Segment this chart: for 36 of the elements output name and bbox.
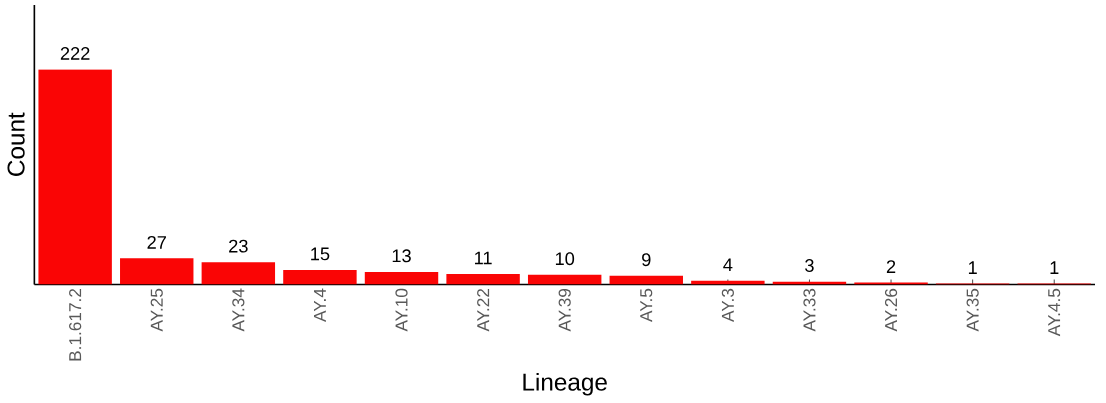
data-label: 2: [886, 260, 896, 273]
bar: [120, 258, 194, 285]
bar: [609, 275, 683, 285]
x-tick-label: AY.5: [640, 288, 653, 322]
data-label: 23: [229, 239, 248, 253]
bar: [201, 262, 276, 285]
bar: [446, 273, 520, 285]
bar: [38, 69, 112, 285]
x-tick-label: AY.4.5: [1048, 288, 1061, 337]
data-label: 13: [392, 249, 411, 263]
x-tick-label: AY.34: [232, 288, 245, 332]
x-axis-title: Lineage: [523, 372, 607, 396]
data-label: 1: [1050, 261, 1059, 274]
x-tick-label: AY.35: [966, 288, 979, 332]
data-label: 222: [60, 46, 90, 60]
x-tick-label: AY.3: [721, 288, 734, 322]
bar: [364, 271, 439, 285]
data-label: 4: [723, 258, 733, 271]
x-tick-label: AY.26: [884, 288, 898, 332]
y-axis-title: Count: [7, 112, 25, 176]
data-label: 27: [147, 235, 166, 249]
x-tick-label: AY.4: [313, 288, 326, 322]
bar: [283, 270, 357, 285]
data-label: 3: [805, 259, 814, 272]
x-tick-label: AY.33: [803, 288, 816, 332]
x-tick-label: B.1.617.2: [69, 288, 82, 361]
data-label: 15: [311, 247, 330, 261]
x-tick-label: AY.10: [395, 288, 408, 332]
x-tick-label: AY.39: [558, 288, 571, 332]
data-label: 10: [555, 252, 575, 266]
data-label: 9: [642, 253, 651, 267]
x-tick-label: AY.22: [477, 288, 490, 332]
x-tick-label: AY.25: [150, 288, 163, 332]
data-label: 1: [968, 261, 977, 274]
data-label: 11: [475, 251, 492, 265]
bar: [527, 274, 602, 285]
